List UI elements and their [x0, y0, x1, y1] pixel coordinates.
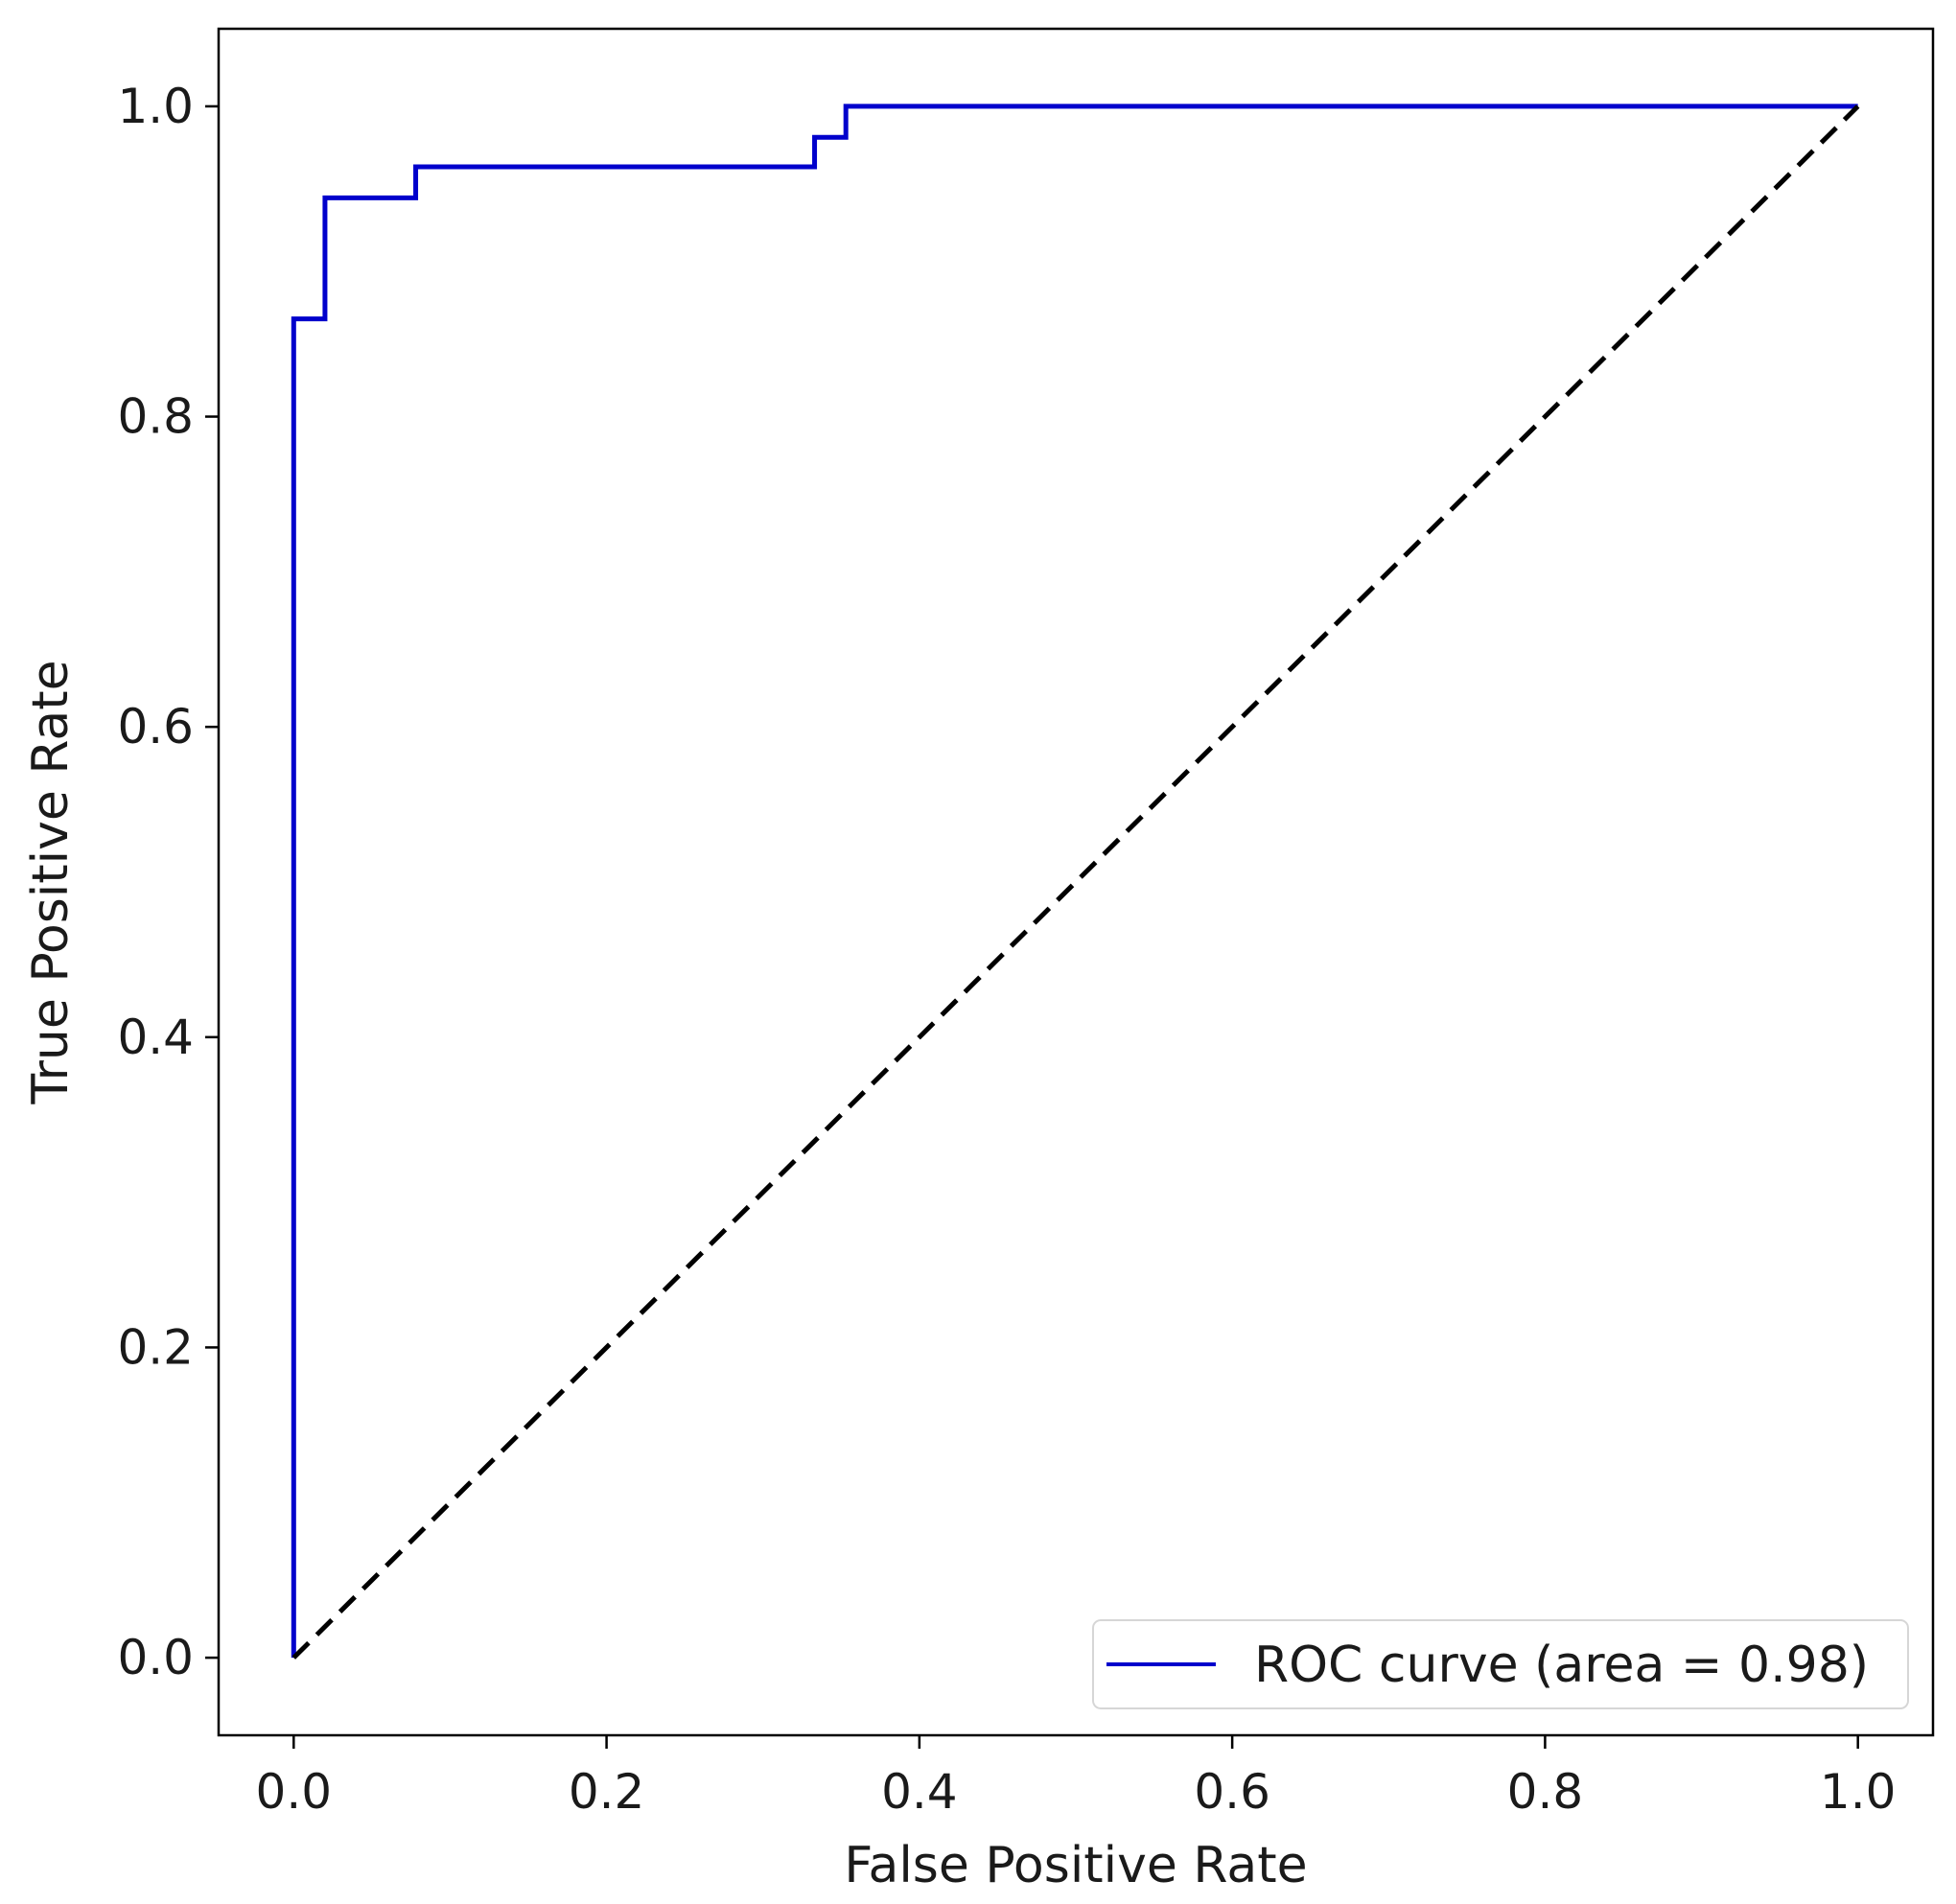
plot-area: [291, 104, 1860, 1660]
legend-box: [1092, 1619, 1909, 1709]
chance-diagonal-line: [291, 104, 1860, 1660]
x-tick-label: 0.0: [256, 1764, 333, 1820]
x-tick-label: 1.0: [1820, 1764, 1897, 1820]
plot-frame: [217, 27, 1935, 1737]
legend: ROC curve (area = 0.98): [1092, 1619, 1909, 1709]
y-axis-title: True Positive Rate: [22, 660, 80, 1104]
x-tick-label: 0.8: [1507, 1764, 1584, 1820]
y-tick-label: 1.0: [117, 79, 194, 134]
y-tick-label: 0.2: [117, 1319, 194, 1375]
x-tick-label: 0.2: [569, 1764, 645, 1820]
y-tick-label: 0.4: [117, 1010, 194, 1065]
x-tick-label: 0.4: [881, 1764, 958, 1820]
y-tick-label: 0.8: [117, 389, 194, 445]
y-axis: 0.0 0.2 0.4 0.6 0.8 1.0: [117, 79, 219, 1685]
legend-label-roc: ROC curve (area = 0.98): [1254, 1637, 1869, 1694]
y-tick-label: 0.6: [117, 699, 194, 755]
roc-curve-line: [291, 104, 1858, 1659]
x-axis-title: False Positive Rate: [844, 1837, 1307, 1894]
x-tick-label: 0.6: [1194, 1764, 1270, 1820]
y-tick-label: 0.0: [117, 1630, 194, 1685]
x-axis: 0.0 0.2 0.4 0.6 0.8 1.0: [256, 1735, 1897, 1820]
